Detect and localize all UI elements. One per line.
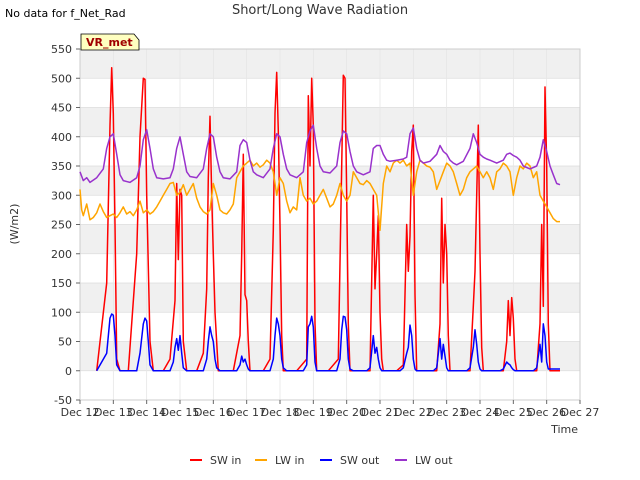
background-band bbox=[80, 49, 580, 79]
y-tick-label: 350 bbox=[51, 160, 72, 173]
y-tick-label: 50 bbox=[58, 336, 72, 349]
y-tick-label: 250 bbox=[51, 219, 72, 232]
series-line-sw-out bbox=[96, 313, 560, 372]
x-tick-label: Dec 18 bbox=[261, 406, 300, 419]
x-tick-label: Dec 26 bbox=[527, 406, 566, 419]
x-tick-label: Dec 20 bbox=[327, 406, 366, 419]
legend-label: LW in bbox=[275, 454, 305, 467]
badge-label: VR_met bbox=[86, 36, 133, 49]
series-line-lw-in bbox=[79, 159, 560, 232]
x-axis-label: Time bbox=[550, 423, 578, 436]
y-tick-label: 100 bbox=[51, 306, 72, 319]
x-tick-label: Dec 12 bbox=[61, 406, 100, 419]
y-tick-label: 500 bbox=[51, 72, 72, 85]
y-tick-label: 400 bbox=[51, 131, 72, 144]
x-tick-label: Dec 27 bbox=[561, 406, 600, 419]
x-tick-label: Dec 19 bbox=[294, 406, 333, 419]
legend-label: SW out bbox=[340, 454, 380, 467]
x-tick-label: Dec 13 bbox=[94, 406, 133, 419]
no-data-message: No data for f_Net_Rad bbox=[5, 7, 126, 20]
y-tick-label: 200 bbox=[51, 248, 72, 261]
y-tick-label: 300 bbox=[51, 189, 72, 202]
badge-box bbox=[80, 33, 140, 51]
x-tick-label: Dec 14 bbox=[127, 406, 166, 419]
y-tick-label: 450 bbox=[51, 102, 72, 115]
background-band bbox=[80, 283, 580, 313]
x-tick-label: Dec 24 bbox=[461, 406, 500, 419]
x-tick-label: Dec 25 bbox=[494, 406, 533, 419]
background-band bbox=[80, 107, 580, 137]
background-band bbox=[80, 341, 580, 371]
background-bands bbox=[80, 49, 580, 371]
background-band bbox=[80, 166, 580, 196]
chart-title: Short/Long Wave Radiation bbox=[231, 3, 409, 18]
y-tick-label: 550 bbox=[51, 43, 72, 56]
badge: VR_met bbox=[80, 33, 140, 51]
x-tick-label: Dec 17 bbox=[227, 406, 266, 419]
y-axis-label: (W/m2) bbox=[8, 204, 21, 245]
y-tick-label: 150 bbox=[51, 277, 72, 290]
x-tick-label: Dec 16 bbox=[194, 406, 233, 419]
y-tick-label: 0 bbox=[65, 365, 72, 378]
y-axis-ticks: -50 0 50 100 150 200 250 300 350 400 450 500 550 bbox=[51, 43, 80, 407]
background-band bbox=[80, 224, 580, 254]
legend-label: SW in bbox=[210, 454, 241, 467]
legend-label: LW out bbox=[415, 454, 453, 467]
series-line-lw-out bbox=[79, 124, 561, 186]
x-tick-label: Dec 15 bbox=[161, 406, 200, 419]
y-tick-label: -50 bbox=[54, 394, 72, 407]
legend: SW in LW in SW out LW out bbox=[190, 454, 453, 467]
series-layer bbox=[79, 66, 561, 372]
x-tick-label: Dec 22 bbox=[394, 406, 433, 419]
x-tick-label: Dec 21 bbox=[361, 406, 400, 419]
x-tick-label: Dec 23 bbox=[427, 406, 466, 419]
